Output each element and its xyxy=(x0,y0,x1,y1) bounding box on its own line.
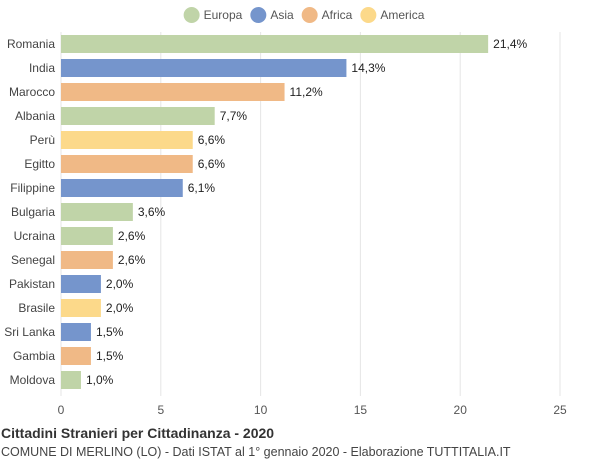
chart-subtitle: COMUNE DI MERLINO (LO) - Dati ISTAT al 1… xyxy=(1,445,511,459)
category-label: Marocco xyxy=(9,85,55,99)
legend-item: Europa xyxy=(183,7,243,23)
value-label: 1,5% xyxy=(96,325,124,339)
bar xyxy=(61,227,113,245)
x-tick-label: 0 xyxy=(58,403,65,417)
x-tick-label: 25 xyxy=(553,403,567,417)
value-label: 2,6% xyxy=(118,229,146,243)
category-label: Brasile xyxy=(18,301,55,315)
category-label: Gambia xyxy=(13,349,55,363)
bar xyxy=(61,371,81,389)
bar xyxy=(61,59,347,77)
x-tick-label: 20 xyxy=(454,403,468,417)
category-label: Bulgaria xyxy=(11,205,55,219)
value-label: 14,3% xyxy=(351,61,385,75)
category-label: Perù xyxy=(30,133,55,147)
chart-title: Cittadini Stranieri per Cittadinanza - 2… xyxy=(1,425,275,441)
value-label: 7,7% xyxy=(220,109,248,123)
bar xyxy=(61,35,489,53)
category-label: Moldova xyxy=(10,373,56,387)
value-label: 11,2% xyxy=(290,85,323,99)
category-label: Pakistan xyxy=(9,277,55,291)
legend-swatch xyxy=(360,7,377,23)
value-label: 6,6% xyxy=(198,133,226,147)
value-label: 1,0% xyxy=(86,373,114,387)
category-label: Filippine xyxy=(10,181,55,195)
value-label: 6,1% xyxy=(188,181,216,195)
bar xyxy=(61,299,101,317)
legend-label: Africa xyxy=(322,8,353,22)
x-tick-label: 10 xyxy=(254,403,268,417)
value-label: 2,0% xyxy=(106,277,134,291)
bar xyxy=(61,251,113,269)
bar xyxy=(61,107,215,125)
bar xyxy=(61,179,183,197)
legend-item: Asia xyxy=(250,7,294,23)
legend-item: Africa xyxy=(301,7,353,23)
chart-bars: Romania 21,4% India 14,3% Marocco 11,2% Albani… xyxy=(4,35,527,389)
legend-label: Asia xyxy=(270,8,294,22)
bar xyxy=(61,203,133,221)
chart-legend: Europa Asia Africa America xyxy=(183,7,425,23)
category-label: Romania xyxy=(7,37,55,51)
value-label: 2,0% xyxy=(106,301,134,315)
legend-swatch xyxy=(301,7,318,23)
bar xyxy=(61,131,193,149)
bar xyxy=(61,323,91,341)
value-label: 1,5% xyxy=(96,349,124,363)
value-label: 6,6% xyxy=(198,157,226,171)
bar xyxy=(61,347,91,365)
category-label: Ucraina xyxy=(14,229,56,243)
bar xyxy=(61,83,285,101)
legend-label: America xyxy=(380,8,424,22)
value-label: 2,6% xyxy=(118,253,146,267)
category-label: India xyxy=(29,61,55,75)
legend-swatch xyxy=(250,7,267,23)
category-label: Sri Lanka xyxy=(4,325,55,339)
category-label: Albania xyxy=(15,109,55,123)
legend-item: America xyxy=(360,7,425,23)
value-label: 21,4% xyxy=(493,37,527,51)
x-axis: 0 5 10 15 20 25 xyxy=(58,403,567,417)
legend-label: Europa xyxy=(204,8,243,22)
category-label: Egitto xyxy=(24,157,55,171)
category-label: Senegal xyxy=(11,253,55,267)
legend-swatch xyxy=(183,7,200,23)
x-tick-label: 15 xyxy=(354,403,368,417)
bar xyxy=(61,275,101,293)
value-label: 3,6% xyxy=(138,205,166,219)
x-tick-label: 5 xyxy=(157,403,164,417)
bar xyxy=(61,155,193,173)
